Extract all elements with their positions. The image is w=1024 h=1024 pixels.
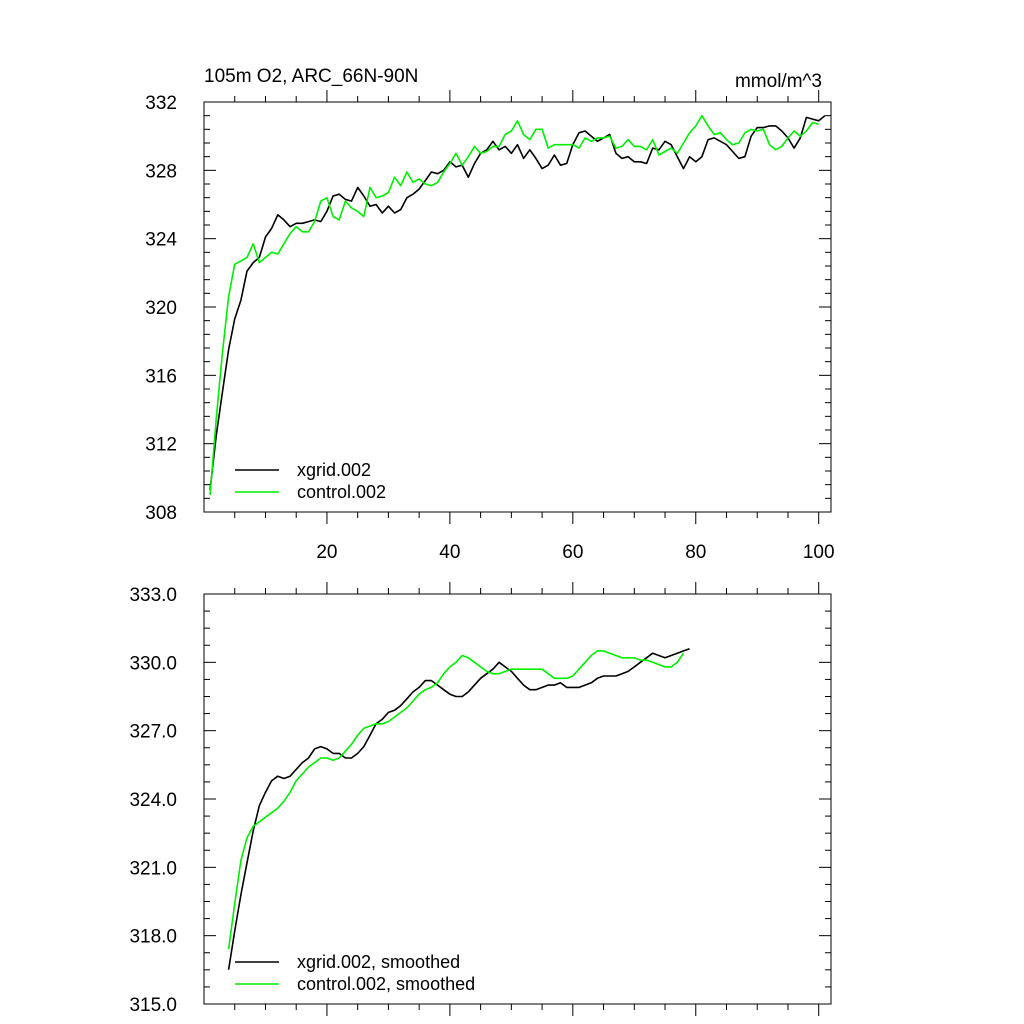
x-tick-label: 60 (562, 542, 583, 563)
y-tick-label: 315.0 (129, 995, 177, 1016)
series-line (209, 115, 826, 490)
top-panel-units: mmol/m^3 (735, 71, 822, 92)
legend-label: xgrid.002 (297, 460, 371, 480)
top-panel-frame (203, 101, 832, 513)
y-tick-label: 333.0 (129, 585, 177, 606)
bottom-panel-ticks: 315.0 318.0 321.0 324.0 327.0 330.0 333.0 (129, 582, 831, 1016)
y-tick-label: 332 (145, 93, 177, 114)
y-tick-label: 312 (145, 435, 177, 456)
y-tick-label: 316 (145, 366, 177, 387)
y-tick-label: 318.0 (129, 927, 177, 948)
top-panel-title: 105m O2, ARC_66N-90N (204, 66, 418, 87)
bottom-panel-series (227, 647, 690, 970)
y-tick-label: 330.0 (129, 653, 177, 674)
bottom-panel-frame (203, 593, 832, 1005)
series-line (209, 114, 819, 495)
legend-label: control.002, smoothed (297, 974, 475, 994)
x-tick-label: 80 (685, 542, 706, 563)
bottom-panel: 315.0 318.0 321.0 324.0 327.0 330.0 333.0 xgri… (129, 582, 832, 1016)
y-tick-label: 308 (145, 503, 177, 524)
series-line (227, 650, 685, 950)
y-tick-label: 320 (145, 298, 177, 319)
y-tick-label: 324.0 (129, 790, 177, 811)
x-tick-label: 20 (316, 542, 337, 563)
x-tick-label: 40 (439, 542, 460, 563)
y-tick-label: 328 (145, 161, 177, 182)
y-tick-label: 324 (145, 230, 177, 251)
x-tick-label: 100 (803, 542, 835, 563)
y-tick-label: 327.0 (129, 722, 177, 743)
series-line (227, 647, 690, 970)
legend-label: xgrid.002, smoothed (297, 952, 460, 972)
y-tick-label: 321.0 (129, 858, 177, 879)
top-panel-series (209, 114, 826, 495)
legend-label: control.002 (297, 482, 386, 502)
top-panel: 105m O2, ARC_66N-90N mmol/m^3 308 312 316 3… (145, 66, 834, 563)
